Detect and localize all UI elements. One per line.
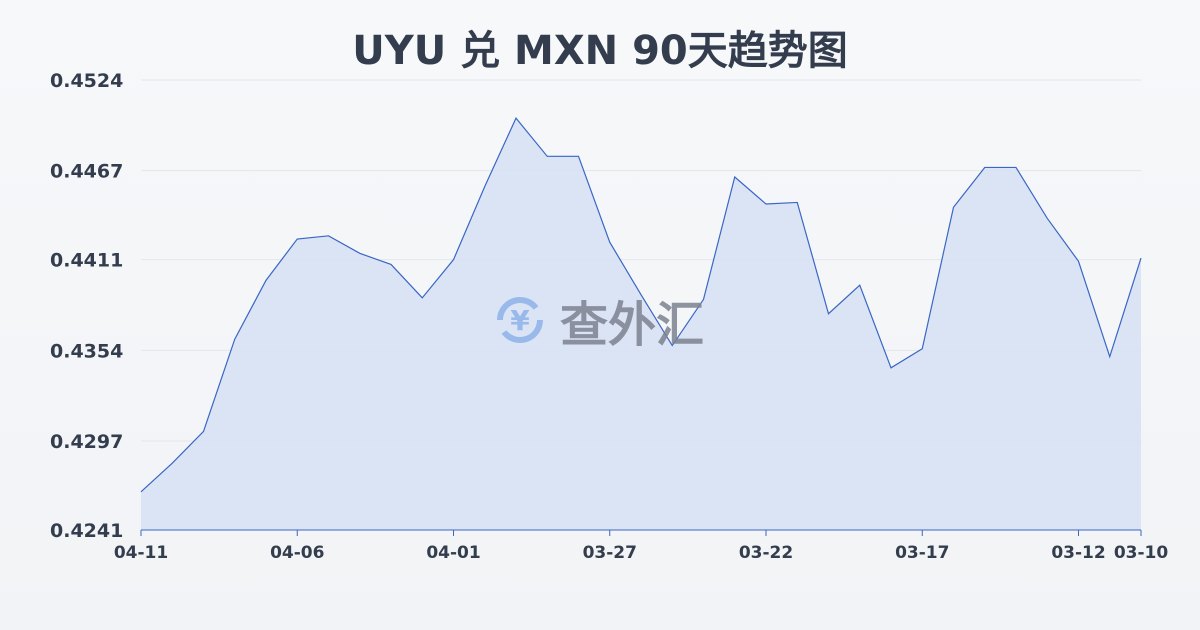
watermark: ¥ 查外汇 bbox=[490, 285, 704, 355]
chart-title: UYU 兑 MXN 90天趋势图 bbox=[352, 28, 848, 74]
y-tick-label: 0.4467 bbox=[50, 161, 123, 183]
svg-text:¥: ¥ bbox=[510, 304, 530, 337]
x-tick-label: 03-27 bbox=[583, 543, 637, 563]
area-fill bbox=[141, 118, 1141, 531]
x-tick-label: 03-22 bbox=[739, 543, 793, 563]
y-tick-label: 0.4354 bbox=[50, 340, 123, 362]
x-tick-label: 04-06 bbox=[270, 543, 324, 563]
yen-exchange-icon: ¥ bbox=[497, 297, 543, 343]
x-tick-label: 04-11 bbox=[114, 543, 168, 563]
x-tick-label: 03-10 bbox=[1114, 543, 1169, 563]
x-tick-label: 03-12 bbox=[1051, 543, 1105, 563]
y-tick-label: 0.4411 bbox=[50, 250, 123, 272]
x-tick-label: 04-01 bbox=[426, 543, 480, 563]
y-tick-label: 0.4524 bbox=[50, 70, 123, 92]
y-tick-label: 0.4241 bbox=[50, 520, 123, 542]
x-tick-label: 03-17 bbox=[895, 543, 949, 563]
watermark-text: 查外汇 bbox=[560, 297, 705, 353]
y-tick-label: 0.4297 bbox=[50, 431, 123, 453]
